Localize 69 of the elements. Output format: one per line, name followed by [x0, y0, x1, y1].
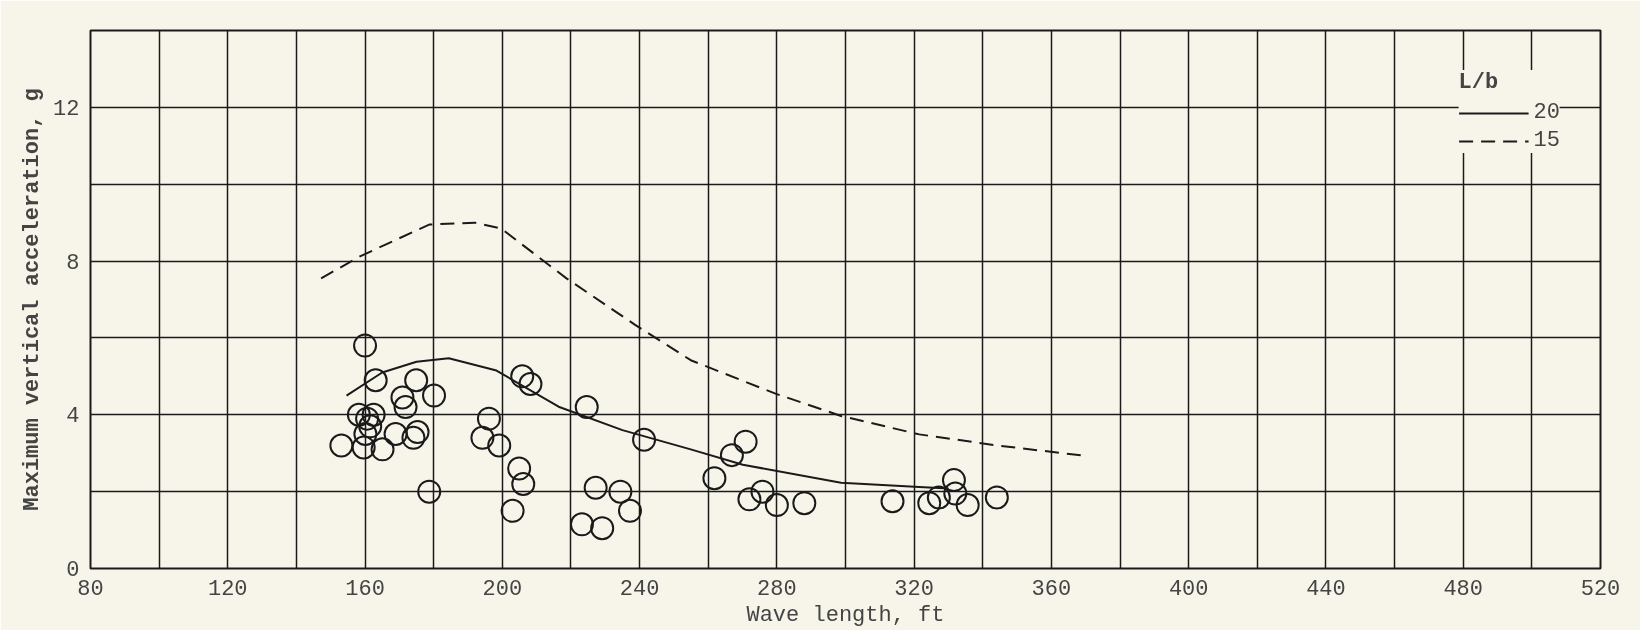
- point: [702, 466, 727, 491]
- point: [955, 493, 980, 518]
- point: [417, 479, 442, 504]
- point: [401, 425, 426, 450]
- y-tick-label: 0: [66, 558, 80, 583]
- point: [984, 485, 1009, 510]
- point: [941, 468, 966, 493]
- point: [632, 427, 657, 452]
- x-tick-label: 520: [1580, 576, 1621, 602]
- point: [733, 429, 758, 454]
- x-tick-label: 120: [207, 576, 248, 602]
- x-tick-label: 160: [345, 576, 385, 602]
- legend-label: 20: [1533, 100, 1560, 125]
- point: [353, 422, 378, 446]
- point: [507, 456, 532, 481]
- point: [917, 491, 942, 516]
- point: [617, 498, 642, 523]
- point: [383, 422, 408, 446]
- x-tick-label: 240: [619, 576, 660, 602]
- point: [511, 471, 536, 496]
- point: [470, 425, 495, 450]
- x-tick-label: 400: [1168, 576, 1209, 602]
- point: [390, 385, 415, 410]
- point: [574, 395, 599, 420]
- point: [405, 420, 430, 445]
- point: [500, 498, 525, 523]
- point: [353, 333, 378, 358]
- y-tick-label: 12: [53, 96, 80, 122]
- x-tick-label: 360: [1031, 576, 1072, 602]
- y-axis-title: Maximum vertical acceleration, g: [20, 88, 46, 511]
- point: [422, 383, 447, 408]
- x-tick-label: 80: [77, 576, 104, 602]
- point: [719, 443, 744, 468]
- y-tick-label: 8: [66, 250, 80, 276]
- point: [476, 406, 501, 431]
- x-tick-label: 480: [1443, 576, 1484, 602]
- point: [404, 368, 429, 393]
- legend-label: 15: [1533, 128, 1560, 153]
- x-tick-label: 200: [482, 576, 523, 602]
- x-axis-title: Wave length, ft: [746, 602, 945, 628]
- point: [363, 368, 388, 393]
- x-tick-label: 280: [757, 576, 797, 602]
- point: [393, 395, 418, 420]
- point: [370, 437, 395, 462]
- point: [764, 493, 789, 518]
- legend-title: L/b: [1458, 70, 1500, 95]
- point: [361, 402, 386, 427]
- point: [569, 512, 594, 537]
- point: [583, 475, 608, 500]
- point: [750, 479, 775, 504]
- point: [590, 516, 615, 541]
- point: [518, 372, 543, 397]
- point: [926, 485, 951, 510]
- point: [880, 489, 905, 514]
- point: [329, 433, 354, 458]
- point: [510, 364, 535, 389]
- point: [737, 487, 762, 512]
- point: [346, 402, 371, 427]
- line-series: [320, 221, 1084, 457]
- point: [487, 433, 512, 458]
- point: [355, 406, 380, 431]
- point: [608, 479, 633, 504]
- point: [351, 435, 376, 460]
- x-tick-label: 320: [894, 576, 934, 602]
- point: [792, 491, 817, 516]
- point: [943, 481, 968, 506]
- point: [358, 414, 383, 439]
- y-tick-label: 4: [66, 404, 80, 430]
- x-tick-label: 440: [1306, 576, 1346, 602]
